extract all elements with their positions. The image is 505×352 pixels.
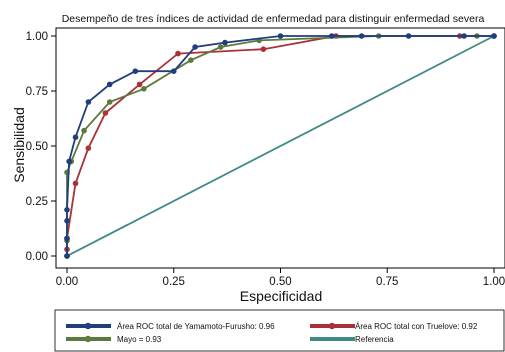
- data-point: [170, 68, 177, 74]
- data-point: [81, 127, 87, 134]
- legend-label: Área ROC total de Yamamoto-Furusho: 0.96: [117, 322, 275, 331]
- legend-label: Referencia: [355, 335, 394, 344]
- data-point: [217, 44, 224, 50]
- legend-item: Mayo = 0.93: [66, 335, 162, 344]
- y-tick-label: 1.00: [26, 31, 48, 43]
- data-point: [132, 68, 139, 74]
- legend-item: Área ROC total de Yamamoto-Furusho: 0.96: [66, 322, 275, 331]
- chart-title: Desempeño de tres índices de actividad d…: [62, 13, 485, 25]
- data-point: [188, 57, 194, 63]
- x-tick-label: 0.00: [56, 276, 78, 288]
- x-tick-label: 0.75: [376, 276, 398, 288]
- data-point: [64, 218, 70, 224]
- data-point: [277, 33, 284, 39]
- legend-marker: [84, 335, 92, 343]
- data-point: [260, 46, 267, 52]
- data-point: [102, 110, 109, 116]
- legend-item: Referencia: [310, 335, 394, 344]
- data-point: [64, 235, 70, 242]
- y-axis-title: Sensibilidad: [11, 107, 27, 183]
- legend-item: Área ROC total con Truelove: 0.92: [310, 322, 478, 331]
- legend-label: Área ROC total con Truelove: 0.92: [355, 322, 478, 331]
- data-point: [222, 39, 228, 46]
- x-axis-title: Especificidad: [240, 288, 323, 304]
- data-point: [461, 33, 467, 39]
- data-point: [72, 134, 79, 140]
- y-tick-label: 0.75: [26, 86, 48, 98]
- data-point: [358, 33, 365, 39]
- x-tick-label: 0.25: [163, 276, 185, 288]
- y-tick-label: 0.50: [26, 141, 48, 153]
- series-layer: [64, 33, 497, 259]
- data-point: [64, 253, 70, 259]
- legend-box: [54, 309, 505, 352]
- series-0: [64, 33, 497, 259]
- data-point: [141, 86, 147, 92]
- series-3: [66, 35, 495, 257]
- x-tick-label: 1.00: [483, 276, 505, 288]
- data-point: [85, 145, 92, 151]
- legend-marker: [84, 322, 92, 330]
- x-tick-label: 0.50: [269, 276, 291, 288]
- data-point: [64, 207, 70, 213]
- data-point: [175, 50, 181, 57]
- series-line: [66, 35, 495, 257]
- data-point: [136, 81, 143, 88]
- data-point: [106, 81, 113, 88]
- legend-label: Mayo = 0.93: [117, 335, 162, 344]
- plot-frame: [55, 27, 505, 269]
- data-point: [66, 158, 72, 165]
- axis-ticks: 0.00 0.25 0.50 0.75 1.00 0.00 0.25 0.50 0.75 1.00: [26, 31, 505, 288]
- legend: Área ROC total de Yamamoto-Furusho: 0.96…: [66, 322, 478, 344]
- data-point: [72, 180, 79, 187]
- y-tick-label: 0.25: [26, 196, 48, 208]
- y-tick-label: 0.00: [26, 251, 48, 263]
- data-point: [405, 33, 412, 39]
- data-point: [192, 44, 198, 50]
- data-point: [106, 99, 113, 105]
- data-point: [85, 99, 92, 105]
- data-point: [328, 33, 335, 39]
- legend-marker: [328, 322, 336, 330]
- data-point: [491, 33, 497, 39]
